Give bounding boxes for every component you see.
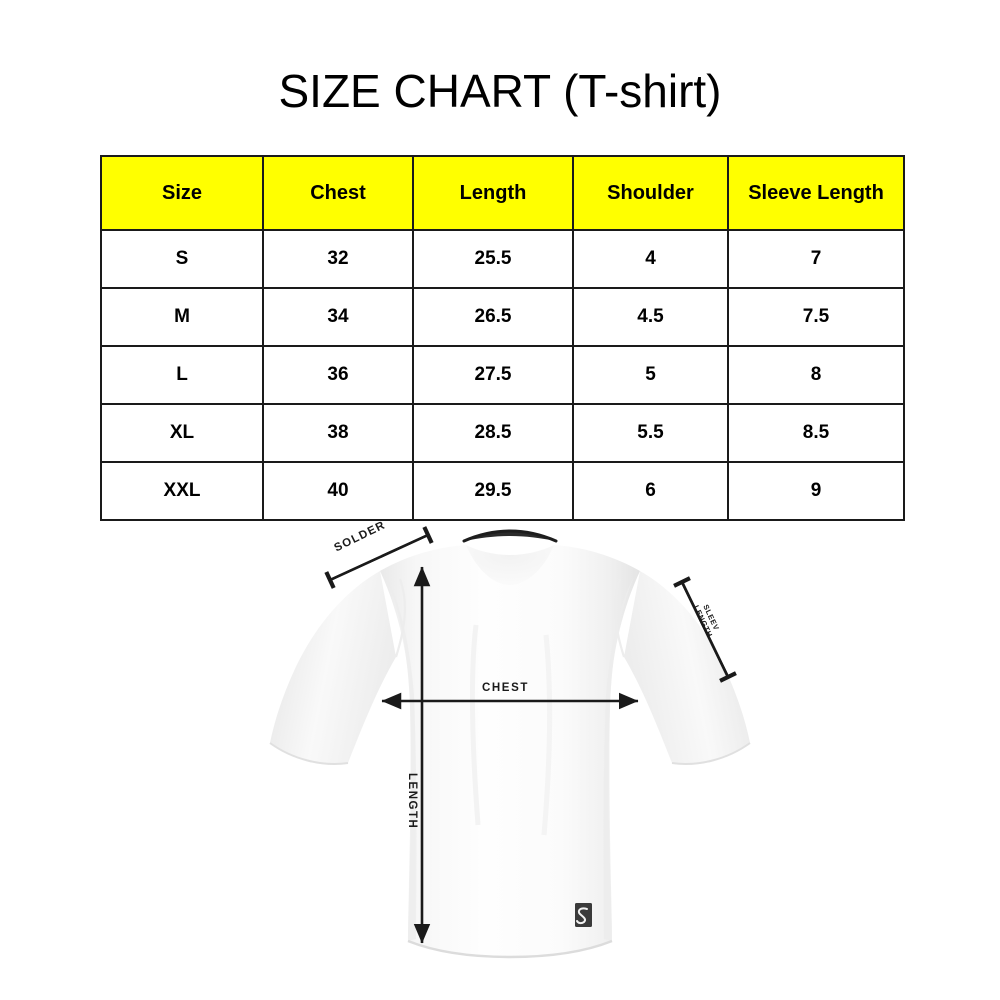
cell-sleeve: 8 xyxy=(727,345,905,405)
table-row: L 36 27.5 5 8 xyxy=(100,345,905,405)
cell-length: 26.5 xyxy=(412,287,574,347)
brand-tag-icon xyxy=(575,903,592,927)
cell-sleeve: 9 xyxy=(727,461,905,521)
cell-size: L xyxy=(100,345,264,405)
cell-shoulder: 4 xyxy=(572,229,729,289)
cell-chest: 36 xyxy=(262,345,414,405)
hem-line xyxy=(407,939,613,959)
cell-sleeve: 7 xyxy=(727,229,905,289)
cell-shoulder: 5 xyxy=(572,345,729,405)
cell-length: 29.5 xyxy=(412,461,574,521)
cell-length: 27.5 xyxy=(412,345,574,405)
column-header-shoulder: Shoulder xyxy=(572,155,729,231)
neck-opening xyxy=(466,545,554,585)
page-title: SIZE CHART (T-shirt) xyxy=(278,65,722,117)
cell-chest: 38 xyxy=(262,403,414,463)
shirt-torso xyxy=(380,545,640,957)
right-sleeve xyxy=(624,571,750,765)
length-label: LENGTH xyxy=(406,773,418,830)
torso-right-shade xyxy=(603,577,634,941)
table-row: S 32 25.5 4 7 xyxy=(100,229,905,289)
size-chart-table: Size Chest Length Shoulder Sleeve Length… xyxy=(100,155,905,521)
cell-size: M xyxy=(100,287,264,347)
tshirt-illustration xyxy=(269,526,751,959)
left-sleeve xyxy=(270,571,396,765)
cell-length: 25.5 xyxy=(412,229,574,289)
table-header-row: Size Chest Length Shoulder Sleeve Length xyxy=(100,155,905,231)
cell-chest: 34 xyxy=(262,287,414,347)
fabric-fold-left xyxy=(469,624,481,826)
torso-left-shade xyxy=(386,577,417,941)
column-header-chest: Chest xyxy=(262,155,414,231)
left-sleeve-hem xyxy=(269,742,349,765)
cell-size: XL xyxy=(100,403,264,463)
cell-size: XXL xyxy=(100,461,264,521)
sleeve-measure-shaft xyxy=(680,581,730,678)
column-header-size: Size xyxy=(100,155,264,231)
cell-size: S xyxy=(100,229,264,289)
collar-edge xyxy=(462,529,558,543)
table-row: M 34 26.5 4.5 7.5 xyxy=(100,287,905,347)
tshirt-body-shape xyxy=(269,529,751,959)
chest-label: CHEST xyxy=(482,682,529,694)
right-shoulder-seam xyxy=(613,578,626,658)
cell-length: 28.5 xyxy=(412,403,574,463)
cell-chest: 32 xyxy=(262,229,414,289)
right-sleeve-hem xyxy=(671,742,751,765)
tshirt-measurement-diagram: SOLDER CHEST LENGTH SLEEV LENGTH xyxy=(230,505,790,985)
cell-shoulder: 5.5 xyxy=(572,403,729,463)
cell-sleeve: 7.5 xyxy=(727,287,905,347)
column-header-sleeve: Sleeve Length xyxy=(727,155,905,231)
table-row: XXL 40 29.5 6 9 xyxy=(100,461,905,521)
table-row: XL 38 28.5 5.5 8.5 xyxy=(100,403,905,463)
column-header-length: Length xyxy=(412,155,574,231)
shoulder-measure-shaft xyxy=(329,533,429,582)
measurement-arrows xyxy=(324,526,737,944)
fabric-fold-right xyxy=(541,634,553,836)
cell-chest: 40 xyxy=(262,461,414,521)
cell-shoulder: 6 xyxy=(572,461,729,521)
cell-sleeve: 8.5 xyxy=(727,403,905,463)
cell-shoulder: 4.5 xyxy=(572,287,729,347)
